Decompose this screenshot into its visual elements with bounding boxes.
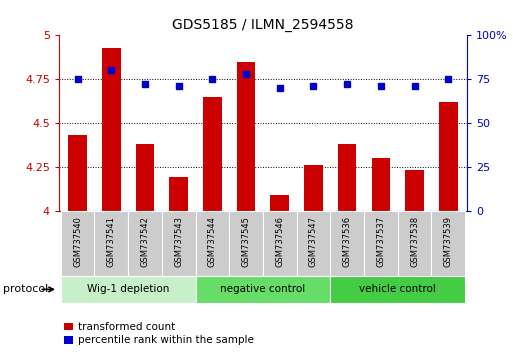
Bar	[128, 211, 162, 276]
Bar	[263, 211, 297, 276]
Text: GSM737539: GSM737539	[444, 216, 453, 267]
Bar	[338, 144, 357, 211]
Bar	[431, 211, 465, 276]
Bar	[398, 211, 431, 276]
Bar	[439, 102, 458, 211]
Bar	[229, 211, 263, 276]
Text: GSM737542: GSM737542	[141, 216, 149, 267]
Text: GSM737543: GSM737543	[174, 216, 183, 267]
Bar	[330, 276, 465, 303]
Text: vehicle control: vehicle control	[359, 284, 436, 295]
Bar	[330, 211, 364, 276]
Bar	[102, 48, 121, 211]
Text: GSM737544: GSM737544	[208, 216, 217, 267]
Text: GSM737540: GSM737540	[73, 216, 82, 267]
Bar	[203, 97, 222, 211]
Bar	[237, 62, 255, 211]
Bar	[61, 276, 195, 303]
Text: GSM737541: GSM737541	[107, 216, 116, 267]
Text: Wig-1 depletion: Wig-1 depletion	[87, 284, 169, 295]
Text: negative control: negative control	[220, 284, 306, 295]
Bar	[61, 211, 94, 276]
Bar	[68, 135, 87, 211]
Bar	[405, 170, 424, 211]
Bar	[195, 211, 229, 276]
Text: GSM737545: GSM737545	[242, 216, 250, 267]
Bar	[297, 211, 330, 276]
Text: GSM737536: GSM737536	[343, 216, 352, 267]
Bar	[162, 211, 195, 276]
Bar	[94, 211, 128, 276]
Bar	[270, 195, 289, 211]
Text: GSM737546: GSM737546	[275, 216, 284, 267]
Bar	[371, 158, 390, 211]
Bar	[169, 177, 188, 211]
Bar	[304, 165, 323, 211]
Text: protocol: protocol	[3, 284, 48, 295]
Text: GSM737538: GSM737538	[410, 216, 419, 267]
Legend: transformed count, percentile rank within the sample: transformed count, percentile rank withi…	[64, 322, 253, 345]
Text: GSM737537: GSM737537	[377, 216, 385, 267]
Bar	[195, 276, 330, 303]
Bar	[135, 144, 154, 211]
Bar	[364, 211, 398, 276]
Text: GSM737547: GSM737547	[309, 216, 318, 267]
Title: GDS5185 / ILMN_2594558: GDS5185 / ILMN_2594558	[172, 18, 353, 32]
